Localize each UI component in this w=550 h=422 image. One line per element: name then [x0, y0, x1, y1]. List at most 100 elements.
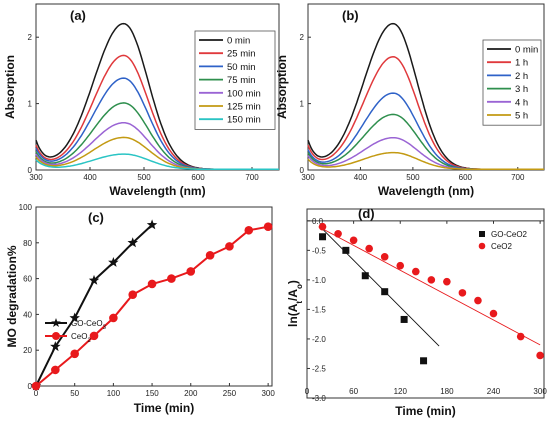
x-tick-label: 400 [354, 173, 368, 182]
y-tick-label: -2.0 [312, 335, 326, 344]
legend-box [482, 39, 542, 126]
legend-label: 2 h [515, 71, 528, 82]
data-point [400, 315, 408, 323]
plot-frame [307, 3, 545, 171]
plot-frame [306, 208, 545, 399]
x-axis-label: Time (min) [134, 401, 194, 415]
fit-line [322, 228, 440, 347]
y-axis-label-part: /A [286, 289, 300, 301]
legend-label-base: GO-CeO [71, 319, 103, 328]
data-point [318, 222, 327, 231]
panel-c: 0 50 100 150 200 250 300 0 20 40 60 80 100 Time (min)… [5, 203, 275, 415]
x-tick-label: 250 [223, 389, 237, 398]
legend-label: CeO2 [71, 332, 91, 344]
data-point [69, 312, 80, 323]
data-point [146, 219, 158, 230]
legend-label: CeO2 [491, 242, 512, 251]
x-tick-label: 700 [245, 173, 259, 182]
y-tick-label: 2 [28, 33, 33, 42]
legend-label: 0 min [515, 45, 538, 56]
data-point [31, 381, 41, 391]
legend-label: 0 min [227, 36, 250, 47]
x-axis-label: Wavelength (nm) [109, 184, 205, 198]
x-tick-label: 400 [83, 173, 97, 182]
legend-marker [478, 242, 486, 250]
legend-label-base: CeO [71, 332, 87, 341]
legend-label: 3 h [515, 84, 528, 95]
data-point [489, 309, 498, 318]
data-point [167, 274, 176, 283]
panel-d: 0 60 120 180 240 300 0.0 -0.5 -1.0 -1.5 -2.0 -2.5 -3… [286, 206, 547, 418]
legend-label: 4 h [515, 97, 528, 108]
legend-label: 50 min [227, 62, 256, 73]
y-tick-label: 2 [300, 33, 305, 42]
y-axis-label: MO degradation% [5, 245, 19, 347]
y-tick-label: 40 [23, 310, 32, 319]
data-point [427, 276, 436, 284]
x-tick-label: 180 [440, 387, 454, 396]
legend-label: 100 min [227, 88, 261, 99]
y-axis-label-subscript: t [295, 301, 304, 304]
x-tick-label: 300 [261, 389, 275, 398]
legend-label-subscript: 2 [87, 338, 91, 344]
data-point [88, 274, 100, 285]
legend-label: 125 min [227, 102, 261, 113]
data-point [420, 357, 428, 365]
data-point [89, 331, 99, 341]
data-point [225, 242, 234, 251]
x-tick-label: 100 [107, 389, 121, 398]
y-tick-label: 100 [19, 203, 33, 212]
data-point [244, 225, 254, 235]
y-tick-label: 0 [300, 166, 305, 175]
y-tick-label: 60 [23, 275, 32, 284]
data-point [458, 289, 467, 297]
data-point [50, 341, 61, 352]
y-axis-label-part: ln(A [286, 303, 300, 327]
data-point [411, 267, 420, 276]
legend-label: GO-CeO3 [71, 319, 107, 331]
data-point [334, 230, 342, 238]
x-tick-label: 700 [511, 173, 525, 182]
data-point [443, 277, 451, 286]
panel-b: 300 400 500 600 700 0 1 2 Wavelength (nm) Absorpt… [275, 3, 545, 198]
y-tick-label: 1 [300, 100, 305, 109]
data-point [186, 267, 196, 276]
y-tick-label: 1 [28, 100, 33, 109]
legend-label: 150 min [227, 115, 261, 126]
y-tick-label: 20 [23, 346, 32, 355]
x-tick-label: 600 [191, 173, 205, 182]
series-line [35, 153, 279, 171]
legend-label: 5 h [515, 111, 528, 122]
y-tick-label: 0 [28, 382, 33, 391]
data-point [516, 332, 525, 341]
x-tick-label: 300 [533, 387, 547, 396]
data-point [342, 246, 350, 254]
series-line [35, 224, 153, 387]
data-point [396, 261, 405, 270]
legend-label: 25 min [227, 49, 256, 60]
legend-marker [479, 231, 485, 237]
legend-label: 1 h [515, 58, 528, 69]
x-tick-label: 500 [406, 173, 420, 182]
y-tick-label: -1.5 [312, 305, 326, 314]
data-point [536, 351, 544, 360]
x-tick-label: 500 [137, 173, 151, 182]
x-tick-label: 120 [394, 387, 408, 396]
x-tick-label: 600 [459, 173, 473, 182]
x-axis-label: Wavelength (nm) [378, 184, 474, 198]
data-point [263, 222, 273, 231]
data-point [205, 251, 215, 260]
series-line [307, 151, 544, 171]
data-point [128, 290, 138, 300]
data-point [127, 237, 138, 248]
data-point [109, 313, 118, 323]
y-tick-label: 0.0 [312, 217, 324, 226]
y-tick-label: -3.0 [312, 394, 326, 403]
y-tick-label: -1.0 [312, 276, 326, 285]
y-tick-label: 0 [28, 166, 33, 175]
y-tick-label: 80 [23, 239, 32, 248]
x-tick-label: 300 [29, 173, 43, 182]
x-tick-label: 50 [70, 389, 79, 398]
data-point [365, 244, 373, 253]
